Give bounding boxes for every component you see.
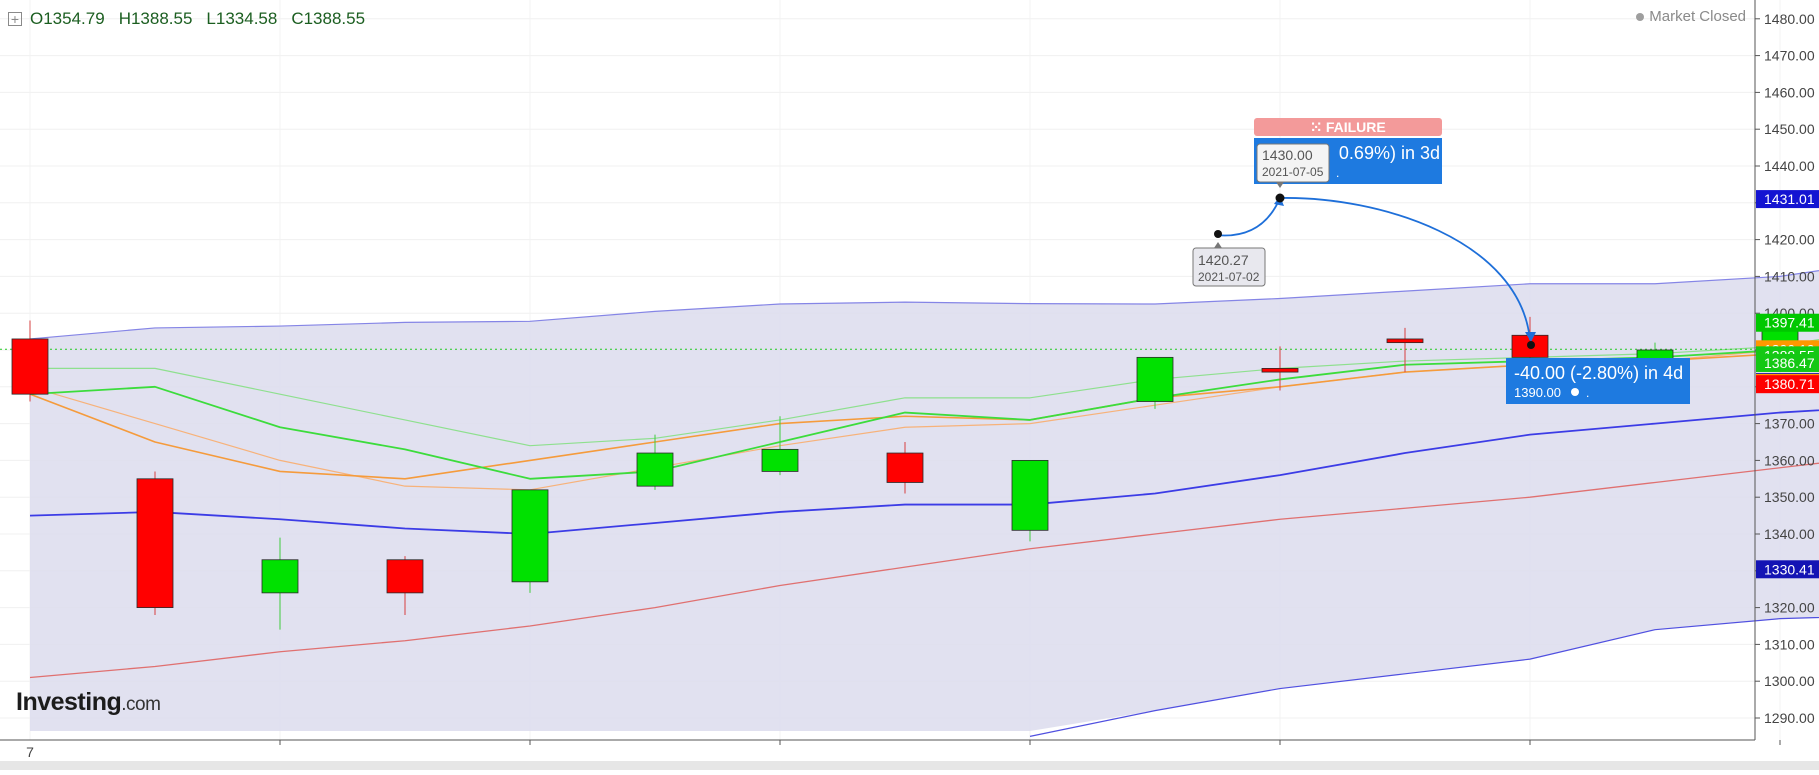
y-tick-label: 1480.00	[1764, 11, 1815, 27]
ohlc-close: C1388.55	[291, 9, 366, 28]
x-tick-label: 7	[26, 744, 34, 760]
candle-body	[11, 338, 49, 395]
candle-body	[636, 452, 674, 487]
ohlc-legend: + O1354.79 H1388.55 L1334.58 C1388.55	[8, 8, 365, 30]
forecast-up-text: 0.69%) in 3d	[1339, 143, 1440, 163]
y-tick-label: 1470.00	[1764, 48, 1815, 64]
tooltip-pointer	[1276, 182, 1284, 188]
candle-body	[1261, 367, 1299, 373]
candle-body	[386, 559, 424, 594]
y-tick-label: 1360.00	[1764, 452, 1815, 468]
ohlc-high: H1388.55	[118, 9, 193, 28]
band-lower-line	[1029, 616, 1819, 737]
investing-logo: Investing.com	[16, 688, 161, 717]
candle-body	[761, 448, 799, 472]
bollinger-band-fill	[30, 270, 1819, 731]
candle-body	[511, 489, 549, 583]
candle-body	[1136, 356, 1174, 402]
band-upper-line	[29, 270, 1819, 340]
y-tick-label: 1340.00	[1764, 526, 1815, 542]
market-status: Market Closed	[1636, 8, 1746, 25]
candle-body	[1011, 459, 1049, 531]
logo-brand: Investing	[16, 688, 122, 716]
price-badge	[1756, 190, 1819, 209]
forecast-down-text: -40.00 (-2.80%) in 4d	[1514, 363, 1683, 383]
ohlc-open: O1354.79	[30, 9, 105, 28]
y-tick-label: 1420.00	[1764, 232, 1815, 248]
y-tick-label: 1290.00	[1764, 710, 1815, 726]
candle-body	[261, 559, 299, 594]
bottom-scrollbar[interactable]	[0, 761, 1819, 770]
arrow-head	[1525, 332, 1536, 342]
forecast-point-1420	[1214, 230, 1222, 238]
y-tick-label: 1370.00	[1764, 416, 1815, 432]
tooltip-pointer	[1214, 242, 1222, 248]
ohlc-low: L1334.58	[206, 9, 278, 28]
y-tick-label: 1440.00	[1764, 158, 1815, 174]
tooltip-1430-date: 2021-07-05	[1262, 165, 1324, 179]
tooltip-1430-price: 1430.00	[1262, 147, 1313, 163]
y-tick-label: 1300.00	[1764, 673, 1815, 689]
forecast-down-box	[1506, 358, 1690, 404]
y-tick-label: 1350.00	[1764, 489, 1815, 505]
price-badge-label: 1397.41	[1764, 315, 1815, 331]
info-icon	[1571, 388, 1579, 396]
price-tooltip-1420	[1192, 247, 1266, 287]
forecast-up-arrow	[1214, 197, 1281, 237]
candle-body	[136, 478, 174, 608]
status-dot-icon	[1636, 12, 1645, 21]
expand-plus-icon[interactable]: +	[8, 12, 22, 26]
price-badge-label: 1431.01	[1764, 191, 1815, 207]
y-axis: 1290.001300.001310.001320.001330.001340.…	[1754, 0, 1819, 740]
y-tick-label: 1410.00	[1764, 268, 1815, 284]
market-status-text: Market Closed	[1649, 8, 1746, 25]
price-badge-label: 1386.47	[1764, 355, 1815, 371]
failure-badge	[1254, 118, 1442, 136]
y-tick-label: 1450.00	[1764, 121, 1815, 137]
y-tick-label: 1460.00	[1764, 84, 1815, 100]
forecast-annotations: ⁙ FAILURE 0.69%) in 3d. 1430.00 2021-07-05 1…	[1192, 118, 1690, 404]
price-badge-label: 1380.71	[1764, 376, 1815, 392]
x-axis: 7Jul	[0, 739, 1781, 760]
candle-body	[1386, 338, 1424, 344]
logo-suffix: .com	[121, 694, 161, 715]
price-badge	[1756, 313, 1819, 332]
y-tick-label: 1310.00	[1764, 636, 1815, 652]
price-badge	[1756, 353, 1819, 372]
failure-label: ⁙ FAILURE	[1310, 119, 1386, 135]
tooltip-1420-price: 1420.27	[1198, 252, 1249, 268]
forecast-down-dot: .	[1586, 386, 1589, 400]
forecast-point-1390	[1527, 341, 1535, 349]
price-badge	[1756, 375, 1819, 394]
forecast-up-dot: .	[1336, 166, 1339, 180]
price-tooltip-1430	[1256, 143, 1330, 183]
red-ma-line	[29, 462, 1819, 679]
candles	[11, 313, 1799, 630]
candle-body	[886, 452, 924, 483]
price-badge	[1756, 560, 1819, 579]
forecast-point-1430	[1275, 193, 1285, 203]
tooltip-1420-date: 2021-07-02	[1198, 270, 1260, 284]
forecast-down-arrow	[1279, 197, 1531, 341]
band-middle-line	[29, 409, 1819, 535]
price-badge-label: 1330.41	[1764, 561, 1815, 577]
forecast-down-price: 1390.00	[1514, 385, 1561, 400]
y-tick-label: 1320.00	[1764, 600, 1815, 616]
